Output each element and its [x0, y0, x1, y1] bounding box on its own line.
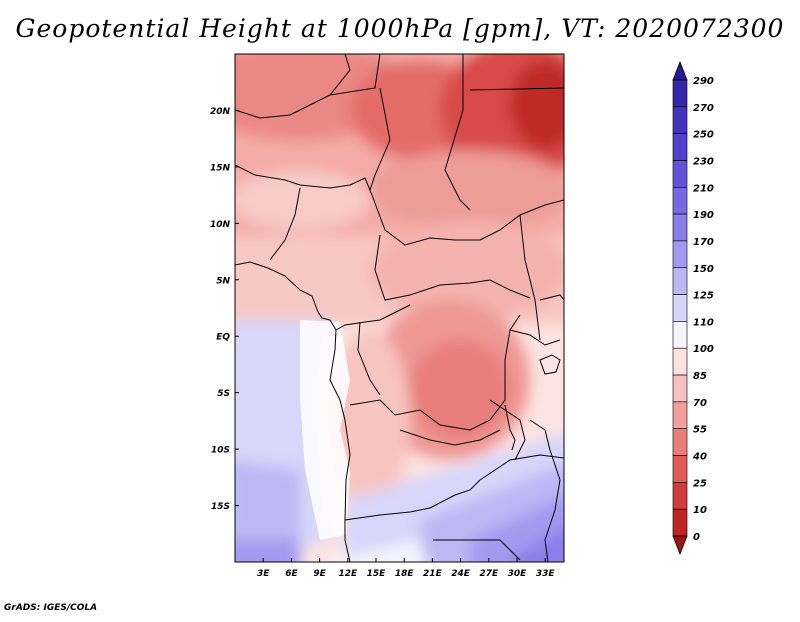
lat-tick-label: 10N [210, 220, 231, 230]
colorbar-label: 230 [693, 156, 714, 167]
colorbar-label: 40 [692, 452, 707, 463]
chart-title: Geopotential Height at 1000hPa [gpm], VT… [15, 14, 785, 43]
lat-tick-label: 15S [211, 502, 230, 512]
colorbar-label: 270 [693, 103, 714, 114]
lon-tick-label: 6E [285, 569, 298, 579]
lon-tick-label: 24E [451, 569, 471, 579]
coastal-low-zone [300, 320, 350, 540]
colorbar-segment [672, 455, 688, 483]
colorbar: 2902702502302101901701501251101008570554… [672, 60, 714, 556]
lon-tick-label: 12E [338, 569, 358, 579]
colorbar-label: 210 [693, 183, 714, 194]
colorbar-segment [672, 428, 688, 456]
grads-credit: GrADS: IGES/COLA [4, 603, 98, 613]
colorbar-segment [672, 294, 688, 322]
colorbar-label: 0 [693, 532, 700, 543]
colorbar-segment [672, 213, 688, 242]
lat-tick-label: 10S [211, 446, 230, 456]
colorbar-label: 70 [693, 398, 707, 409]
colorbar-label: 55 [693, 425, 707, 436]
lat-tick-label: 20N [210, 107, 231, 117]
colorbar-label: 85 [693, 371, 707, 382]
lat-tick-label: 15N [210, 163, 231, 173]
longitude-axis: 3E 6E 9E 12E 15E 18E 21E 24E 27E 30E 33E [257, 558, 555, 579]
lon-tick-label: 3E [257, 569, 270, 579]
lon-tick-label: 21E [423, 569, 443, 579]
lon-tick-label: 9E [313, 569, 326, 579]
lat-tick-label: EQ [216, 333, 230, 343]
lon-tick-label: 27E [479, 569, 499, 579]
colorbar-segment [672, 240, 688, 269]
colorbar-segment [672, 482, 688, 510]
map-panel: 20N 15N 10N 5N EQ 5S 10S 15S 3E 6E 9E 12E 15E 18E 21E… [210, 53, 565, 579]
colorbar-label: 190 [693, 210, 714, 221]
latitude-axis: 20N 15N 10N 5N EQ 5S 10S 15S [210, 107, 239, 512]
lon-tick-label: 15E [367, 569, 387, 579]
colorbar-segment [672, 374, 688, 403]
colorbar-segment [672, 401, 688, 430]
colorbar-segment [672, 186, 688, 215]
colorbar-segment [672, 267, 688, 295]
colorbar-segment [672, 508, 688, 537]
colorbar-segment [672, 79, 688, 108]
colorbar-label: 290 [693, 76, 714, 87]
map-frame [234, 53, 565, 563]
colorbar-label: 110 [693, 317, 714, 328]
lon-tick-label: 18E [395, 569, 415, 579]
colorbar-label: 250 [693, 130, 714, 141]
colorbar-segment [672, 133, 688, 161]
colorbar-label: 100 [693, 344, 714, 355]
colorbar-bottom-triangle [672, 535, 688, 556]
lon-tick-label: 33E [536, 569, 556, 579]
lon-tick-label: 30E [508, 569, 528, 579]
country-boundaries [235, 54, 564, 562]
colorbar-segment [672, 347, 688, 376]
colorbar-segment [672, 321, 688, 349]
height-field [235, 54, 564, 562]
lat-tick-label: 5N [216, 276, 230, 286]
colorbar-label: 125 [693, 291, 714, 302]
colorbar-label: 170 [693, 237, 714, 248]
colorbar-segment [672, 106, 688, 134]
colorbar-top-triangle [672, 60, 688, 81]
colorbar-label: 25 [693, 478, 707, 489]
lat-tick-label: 5S [217, 389, 230, 399]
colorbar-label: 10 [693, 505, 707, 516]
colorbar-label: 150 [693, 264, 714, 275]
colorbar-segment [672, 160, 688, 188]
